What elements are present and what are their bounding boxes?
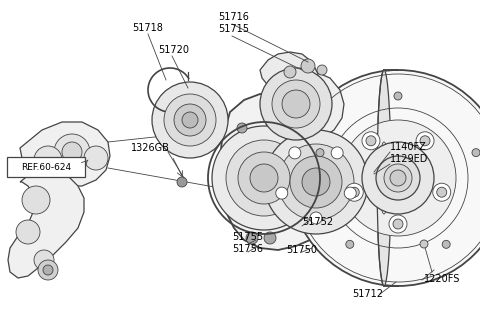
Circle shape <box>237 123 247 133</box>
Circle shape <box>442 240 450 248</box>
Text: 51716: 51716 <box>218 12 250 22</box>
Circle shape <box>376 156 420 200</box>
Text: 1220FS: 1220FS <box>424 274 460 284</box>
Text: 51715: 51715 <box>218 24 250 34</box>
Text: 51755: 51755 <box>232 232 264 242</box>
Circle shape <box>362 132 380 150</box>
Circle shape <box>264 130 368 234</box>
Circle shape <box>290 70 480 286</box>
Circle shape <box>316 149 324 157</box>
Polygon shape <box>266 100 318 150</box>
Polygon shape <box>272 72 344 142</box>
Circle shape <box>260 68 332 140</box>
Circle shape <box>390 170 406 186</box>
Circle shape <box>346 240 354 248</box>
Text: 51750: 51750 <box>287 245 317 255</box>
Ellipse shape <box>377 70 391 286</box>
Circle shape <box>344 187 356 199</box>
Circle shape <box>317 65 327 75</box>
Circle shape <box>246 232 258 244</box>
Polygon shape <box>8 170 84 278</box>
Polygon shape <box>220 94 316 250</box>
Circle shape <box>302 168 330 196</box>
Circle shape <box>437 187 447 197</box>
Text: 51752: 51752 <box>302 217 333 227</box>
Circle shape <box>22 186 50 214</box>
Circle shape <box>393 219 403 229</box>
Circle shape <box>272 80 320 128</box>
FancyBboxPatch shape <box>7 157 85 177</box>
Circle shape <box>384 164 412 192</box>
Circle shape <box>264 232 276 244</box>
Circle shape <box>177 177 187 187</box>
Circle shape <box>433 183 451 201</box>
Circle shape <box>362 142 434 214</box>
Text: 51718: 51718 <box>132 23 163 33</box>
Circle shape <box>284 66 296 78</box>
Circle shape <box>226 140 302 216</box>
Circle shape <box>276 187 288 199</box>
Text: REF.60-624: REF.60-624 <box>21 163 71 171</box>
Polygon shape <box>280 130 350 230</box>
Circle shape <box>164 94 216 146</box>
Circle shape <box>331 147 343 159</box>
Text: 1140FZ: 1140FZ <box>390 142 427 152</box>
Circle shape <box>62 142 82 162</box>
Circle shape <box>394 92 402 100</box>
Circle shape <box>34 250 54 270</box>
Circle shape <box>212 126 316 230</box>
Circle shape <box>84 146 108 170</box>
Circle shape <box>290 156 342 208</box>
Circle shape <box>345 183 363 201</box>
Circle shape <box>250 164 278 192</box>
Circle shape <box>340 120 456 236</box>
Circle shape <box>174 104 206 136</box>
Text: 51720: 51720 <box>158 45 190 55</box>
Circle shape <box>301 59 315 73</box>
Circle shape <box>366 136 376 146</box>
Circle shape <box>282 90 310 118</box>
Circle shape <box>278 144 354 220</box>
Circle shape <box>182 112 198 128</box>
Circle shape <box>472 149 480 157</box>
Circle shape <box>349 187 359 197</box>
Circle shape <box>376 152 384 160</box>
Circle shape <box>238 152 290 204</box>
Circle shape <box>310 212 322 224</box>
Circle shape <box>420 240 428 248</box>
Circle shape <box>152 82 228 158</box>
Circle shape <box>54 134 90 170</box>
Text: 1129ED: 1129ED <box>390 154 428 164</box>
Circle shape <box>43 265 53 275</box>
Polygon shape <box>260 52 318 98</box>
Circle shape <box>16 220 40 244</box>
Text: 51756: 51756 <box>232 244 264 254</box>
Circle shape <box>416 132 434 150</box>
Circle shape <box>34 146 62 174</box>
Circle shape <box>420 136 430 146</box>
Circle shape <box>289 147 301 159</box>
Circle shape <box>389 215 407 233</box>
Circle shape <box>38 260 58 280</box>
Polygon shape <box>20 122 110 186</box>
Text: 51712: 51712 <box>352 289 384 299</box>
Text: 1326GB: 1326GB <box>131 143 169 153</box>
